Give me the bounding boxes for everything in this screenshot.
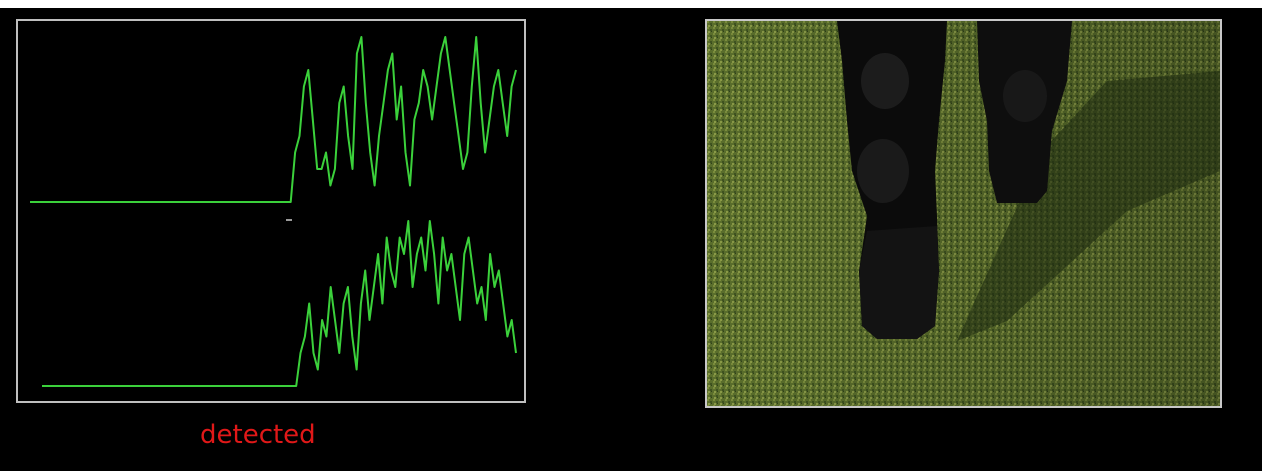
signal-trace-upper bbox=[30, 36, 517, 203]
signal-line-lower bbox=[42, 220, 517, 387]
signal-line-upper bbox=[30, 36, 517, 203]
signal-trace-lower bbox=[42, 220, 517, 387]
detection-status-label: detected bbox=[200, 420, 316, 450]
marker-dot bbox=[286, 219, 292, 221]
camera-frame-image bbox=[707, 21, 1220, 406]
leg-shadow bbox=[957, 71, 1220, 341]
top-strip bbox=[0, 0, 1262, 8]
camera-view-panel bbox=[705, 19, 1222, 408]
signal-plot bbox=[30, 36, 517, 387]
boot bbox=[859, 226, 939, 339]
signal-plot-panel bbox=[16, 19, 526, 403]
